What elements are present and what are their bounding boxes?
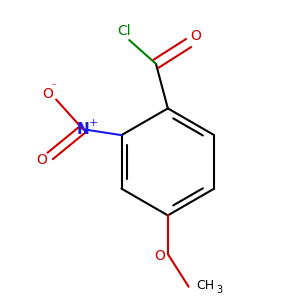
Text: Cl: Cl (117, 24, 131, 38)
Text: O: O (154, 249, 165, 263)
Text: 3: 3 (217, 285, 223, 295)
Text: O: O (42, 87, 52, 101)
Text: N: N (76, 122, 89, 137)
Text: +: + (89, 118, 98, 128)
Text: O: O (36, 152, 47, 167)
Text: ⁻: ⁻ (50, 82, 56, 93)
Text: CH: CH (196, 279, 214, 292)
Text: O: O (190, 29, 202, 44)
